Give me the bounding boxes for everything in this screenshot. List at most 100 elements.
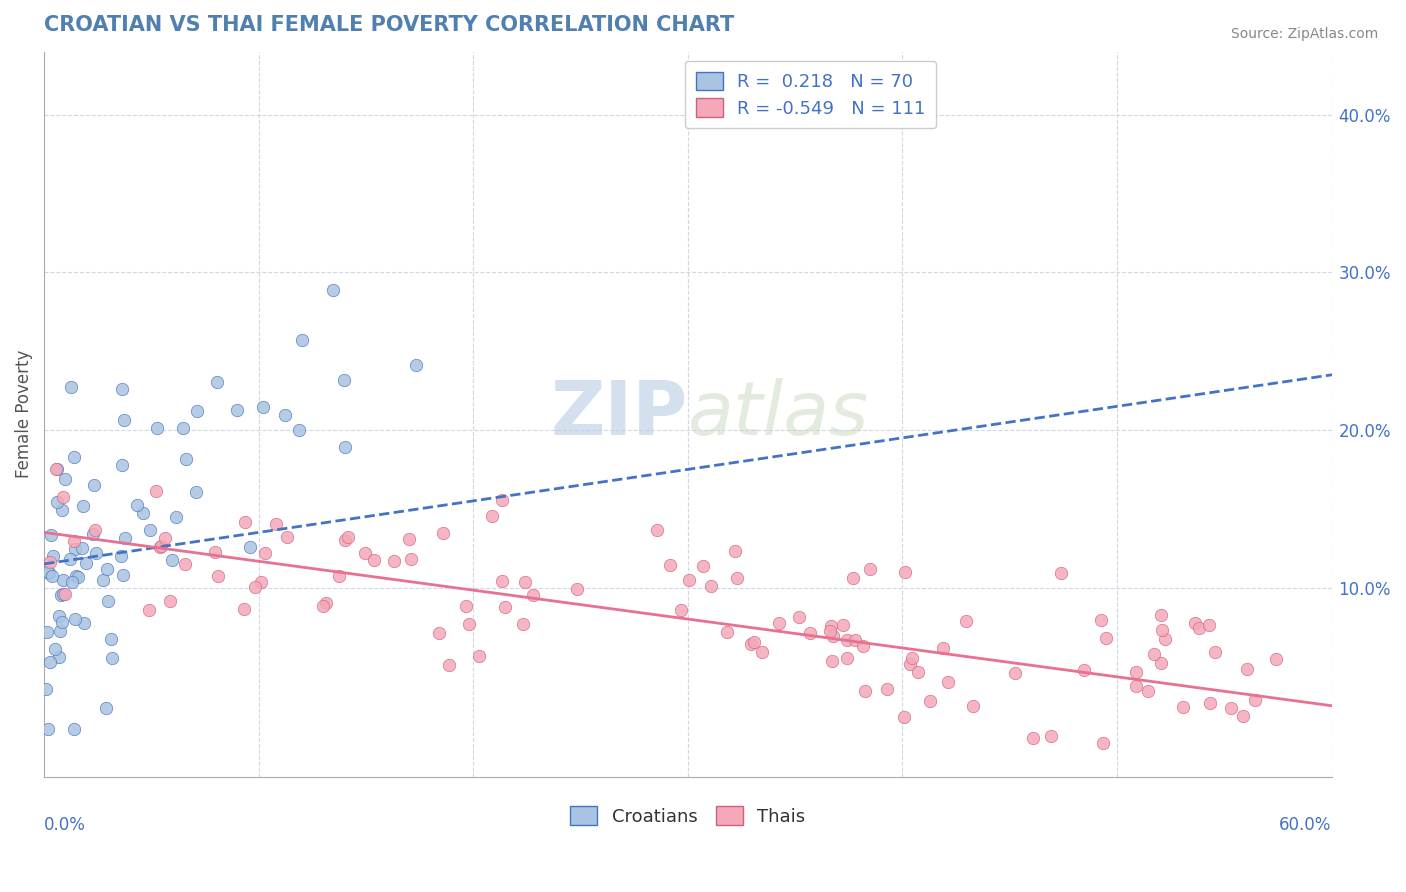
Point bbox=[45, 462, 67, 476]
Point bbox=[894, 566, 917, 580]
Point bbox=[250, 575, 273, 590]
Point bbox=[1125, 665, 1147, 679]
Point bbox=[1152, 624, 1174, 638]
Point bbox=[658, 558, 681, 572]
Point bbox=[114, 532, 136, 546]
Point bbox=[1171, 700, 1194, 714]
Point bbox=[1149, 607, 1171, 622]
Point bbox=[39, 528, 62, 542]
Point bbox=[818, 624, 841, 639]
Point bbox=[226, 403, 249, 417]
Point bbox=[75, 557, 97, 571]
Point bbox=[65, 612, 87, 626]
Point bbox=[233, 515, 256, 529]
Point bbox=[83, 523, 105, 537]
Point bbox=[876, 682, 898, 697]
Point bbox=[111, 458, 134, 472]
Point bbox=[52, 573, 75, 587]
Point bbox=[207, 569, 229, 583]
Point bbox=[898, 657, 921, 672]
Point bbox=[399, 552, 422, 566]
Point bbox=[751, 644, 773, 658]
Point bbox=[837, 650, 859, 665]
Point bbox=[1265, 651, 1288, 665]
Point bbox=[204, 545, 226, 559]
Point bbox=[149, 540, 172, 554]
Point bbox=[172, 421, 194, 435]
Point bbox=[457, 616, 479, 631]
Point bbox=[799, 626, 821, 640]
Point bbox=[962, 699, 984, 714]
Point bbox=[1199, 696, 1222, 710]
Point bbox=[768, 615, 790, 630]
Point bbox=[1094, 631, 1116, 645]
Text: 0.0%: 0.0% bbox=[44, 816, 86, 835]
Point bbox=[153, 531, 176, 545]
Point bbox=[52, 586, 75, 600]
Point bbox=[51, 588, 73, 602]
Point bbox=[844, 633, 866, 648]
Point bbox=[955, 614, 977, 628]
Point bbox=[112, 413, 135, 427]
Point bbox=[1220, 700, 1243, 714]
Point bbox=[51, 615, 73, 629]
Point bbox=[333, 440, 356, 454]
Point bbox=[82, 527, 104, 541]
Point bbox=[65, 541, 87, 556]
Point bbox=[146, 421, 169, 435]
Point bbox=[60, 379, 83, 393]
Point bbox=[276, 531, 298, 545]
Point bbox=[165, 509, 187, 524]
Point bbox=[1153, 632, 1175, 647]
Point bbox=[127, 498, 149, 512]
Point bbox=[512, 616, 534, 631]
Point bbox=[288, 423, 311, 437]
Point bbox=[101, 651, 124, 665]
Point bbox=[454, 599, 477, 613]
Point bbox=[138, 603, 160, 617]
Point bbox=[835, 633, 858, 648]
Point bbox=[111, 383, 134, 397]
Point bbox=[333, 533, 356, 547]
Point bbox=[111, 568, 134, 582]
Point bbox=[1232, 708, 1254, 723]
Point bbox=[1004, 666, 1026, 681]
Point bbox=[1184, 615, 1206, 630]
Point bbox=[491, 574, 513, 588]
Point bbox=[160, 552, 183, 566]
Point bbox=[522, 588, 544, 602]
Point bbox=[405, 358, 427, 372]
Point bbox=[565, 582, 588, 596]
Text: CROATIAN VS THAI FEMALE POVERTY CORRELATION CHART: CROATIAN VS THAI FEMALE POVERTY CORRELAT… bbox=[44, 15, 734, 35]
Point bbox=[740, 637, 762, 651]
Point bbox=[328, 568, 350, 582]
Point bbox=[62, 450, 84, 465]
Point bbox=[97, 594, 120, 608]
Point bbox=[91, 573, 114, 587]
Point bbox=[437, 657, 460, 672]
Point bbox=[66, 570, 89, 584]
Point bbox=[53, 472, 76, 486]
Point bbox=[851, 639, 873, 653]
Point bbox=[1137, 684, 1160, 698]
Point bbox=[427, 625, 450, 640]
Point bbox=[46, 462, 69, 476]
Point bbox=[48, 650, 70, 665]
Point bbox=[363, 553, 385, 567]
Point bbox=[44, 642, 66, 657]
Point bbox=[46, 495, 69, 509]
Point bbox=[821, 629, 844, 643]
Point bbox=[1244, 693, 1267, 707]
Point bbox=[96, 562, 118, 576]
Point bbox=[382, 554, 405, 568]
Point bbox=[73, 615, 96, 630]
Point bbox=[1022, 731, 1045, 745]
Point bbox=[671, 603, 693, 617]
Y-axis label: Female Poverty: Female Poverty bbox=[15, 350, 32, 478]
Point bbox=[174, 558, 197, 572]
Point bbox=[252, 400, 274, 414]
Point bbox=[186, 404, 208, 418]
Point bbox=[491, 493, 513, 508]
Point bbox=[725, 571, 748, 585]
Point bbox=[820, 619, 842, 633]
